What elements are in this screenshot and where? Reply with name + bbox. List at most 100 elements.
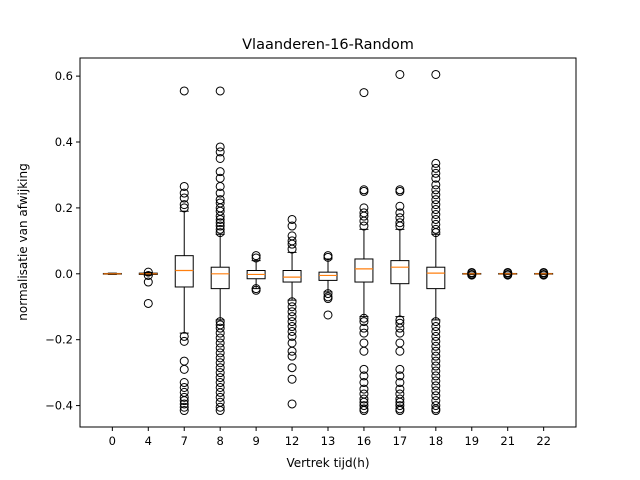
- outlier-point: [395, 186, 405, 196]
- outlier-point: [287, 322, 297, 332]
- outlier-point: [431, 336, 441, 346]
- outlier-point: [215, 338, 225, 348]
- outlier-point: [215, 167, 225, 177]
- outlier-point: [431, 163, 441, 173]
- x-tick-label: 13: [321, 434, 336, 448]
- outlier-point: [215, 181, 225, 191]
- outlier-point: [251, 251, 261, 261]
- box: [282, 270, 302, 283]
- outlier-point: [359, 221, 369, 231]
- outlier-point: [431, 331, 441, 341]
- outlier-point: [287, 346, 297, 356]
- outlier-point: [431, 317, 441, 327]
- outlier-point: [395, 364, 405, 374]
- outlier-point: [359, 364, 369, 374]
- outlier-point: [215, 382, 225, 392]
- outlier-point: [359, 216, 369, 226]
- outlier-point: [215, 358, 225, 368]
- outlier-point: [215, 406, 225, 416]
- box: [390, 260, 410, 285]
- outlier-point: [215, 368, 225, 378]
- plot-area: [102, 69, 554, 416]
- outlier-point: [215, 348, 225, 358]
- box-group-16: [354, 88, 374, 416]
- outlier-point: [215, 373, 225, 383]
- outlier-point: [215, 224, 225, 234]
- outlier-point: [179, 203, 189, 213]
- outlier-point: [215, 214, 225, 224]
- outlier-point: [359, 186, 369, 196]
- x-tick-label: 17: [393, 434, 408, 448]
- box: [174, 255, 194, 288]
- outlier-point: [431, 341, 441, 351]
- outlier-point: [359, 394, 369, 404]
- box-group-7: [174, 86, 194, 416]
- outlier-point: [215, 392, 225, 402]
- outlier-point: [179, 364, 189, 374]
- outlier-point: [395, 378, 405, 388]
- outlier-point: [431, 228, 441, 238]
- axis-ticks: 0 4 7 8 9 12 13 16 17 18 19 21 22 −0.4 −0.2 0.0 0.2 0.4 0.…: [45, 69, 551, 448]
- outlier-point: [431, 195, 441, 205]
- box-group-4: [138, 267, 158, 308]
- outlier-point: [431, 351, 441, 361]
- outlier-point: [179, 396, 189, 406]
- outlier-point: [251, 253, 261, 263]
- outlier-point: [287, 317, 297, 327]
- outlier-point: [431, 209, 441, 219]
- outlier-point: [431, 205, 441, 215]
- outlier-point: [215, 147, 225, 157]
- outlier-point: [287, 214, 297, 224]
- outlier-point: [359, 88, 369, 98]
- chart-title: Vlaanderen-16-Random: [242, 37, 414, 53]
- outlier-point: [323, 294, 333, 304]
- outlier-point: [431, 391, 441, 401]
- box-group-8: [210, 86, 230, 416]
- box-group-13: [318, 251, 338, 320]
- outlier-point: [359, 378, 369, 388]
- outlier-point: [431, 381, 441, 391]
- box-group-12: [282, 214, 302, 409]
- outlier-point: [215, 218, 225, 228]
- outlier-point: [395, 221, 405, 231]
- outlier-point: [215, 333, 225, 343]
- y-tick-label: 0.4: [55, 135, 73, 149]
- x-tick-label: 0: [109, 434, 116, 448]
- outlier-point: [431, 406, 441, 416]
- y-tick-label: −0.2: [45, 333, 73, 347]
- outlier-point: [395, 218, 405, 228]
- outlier-point: [179, 406, 189, 416]
- outlier-point: [287, 239, 297, 249]
- x-tick-label: 8: [217, 434, 224, 448]
- box-group-21: [498, 267, 518, 280]
- axes-frame: [79, 57, 577, 428]
- outlier-point: [359, 346, 369, 356]
- outlier-point: [287, 374, 297, 384]
- outlier-point: [395, 323, 405, 333]
- outlier-point: [359, 313, 369, 323]
- x-tick-label: 22: [536, 434, 551, 448]
- outlier-point: [179, 392, 189, 402]
- box: [354, 258, 374, 283]
- outlier-point: [431, 180, 441, 190]
- x-tick-label: 7: [181, 434, 188, 448]
- y-tick-label: −0.4: [45, 399, 73, 413]
- outlier-point: [287, 331, 297, 341]
- y-tick-label: 0.6: [55, 69, 73, 83]
- y-tick-label: 0.0: [55, 267, 73, 281]
- y-tick-label: 0.2: [55, 201, 73, 215]
- x-tick-label: 16: [357, 434, 372, 448]
- outlier-point: [215, 402, 225, 412]
- outlier-point: [179, 399, 189, 409]
- outlier-point: [179, 193, 189, 203]
- outlier-point: [179, 188, 189, 198]
- outlier-point: [179, 331, 189, 341]
- outlier-point: [359, 371, 369, 381]
- box: [318, 271, 338, 281]
- outlier-point: [215, 378, 225, 388]
- outlier-point: [287, 351, 297, 361]
- outlier-point: [215, 153, 225, 163]
- outlier-point: [215, 228, 225, 238]
- outlier-point: [431, 168, 441, 178]
- outlier-point: [179, 200, 189, 210]
